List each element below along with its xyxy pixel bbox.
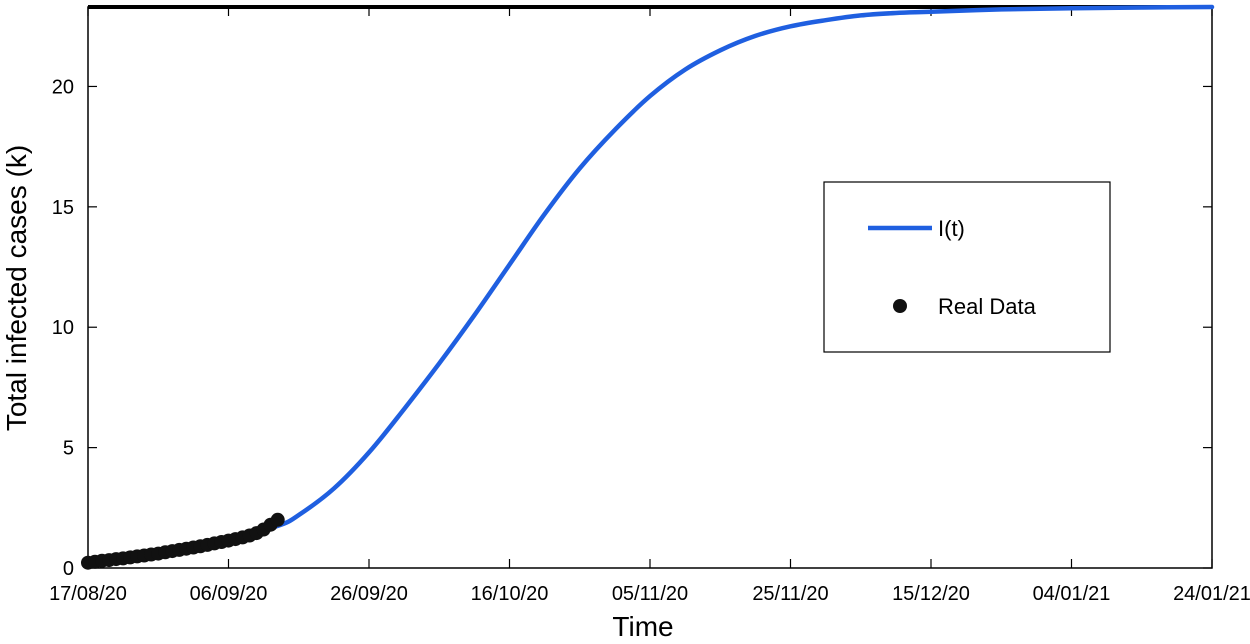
legend-label-scatter: Real Data — [938, 294, 1037, 319]
x-tick-label: 06/09/20 — [190, 583, 268, 605]
y-tick-label: 10 — [52, 317, 74, 339]
x-tick-label: 26/09/20 — [330, 583, 408, 605]
x-tick-label: 04/01/21 — [1033, 583, 1111, 605]
x-axis-label: Time — [612, 611, 673, 642]
series-scatter-real-data — [81, 512, 285, 570]
legend-box — [823, 181, 1111, 353]
x-tick-label: 16/10/20 — [471, 583, 549, 605]
x-tick-label: 15/12/20 — [892, 583, 970, 605]
y-tick-label: 15 — [52, 197, 74, 219]
x-tick-label: 05/11/20 — [612, 583, 688, 605]
y-tick-label: 20 — [52, 76, 74, 98]
y-tick-labels: 0 5 10 15 20 — [52, 76, 74, 580]
x-tick-label: 17/08/20 — [49, 583, 127, 605]
y-tick-label: 0 — [63, 558, 74, 580]
legend-swatch-dot — [893, 299, 907, 313]
plot-area: 17/08/20 06/09/20 26/09/20 16/10/20 05/11/20… — [49, 4, 1250, 605]
data-point — [270, 512, 285, 527]
x-tick-label: 24/01/21 — [1173, 583, 1250, 605]
legend-label-line: I(t) — [938, 216, 965, 241]
x-tick-labels: 17/08/20 06/09/20 26/09/20 16/10/20 05/11/20… — [49, 583, 1250, 605]
x-tick-label: 25/11/20 — [752, 583, 828, 605]
y-axis-label: Total infected cases (k) — [1, 145, 32, 431]
legend: I(t) Real Data — [823, 181, 1111, 353]
y-tick-label: 5 — [63, 438, 74, 460]
series-line-I-t — [85, 4, 1215, 565]
